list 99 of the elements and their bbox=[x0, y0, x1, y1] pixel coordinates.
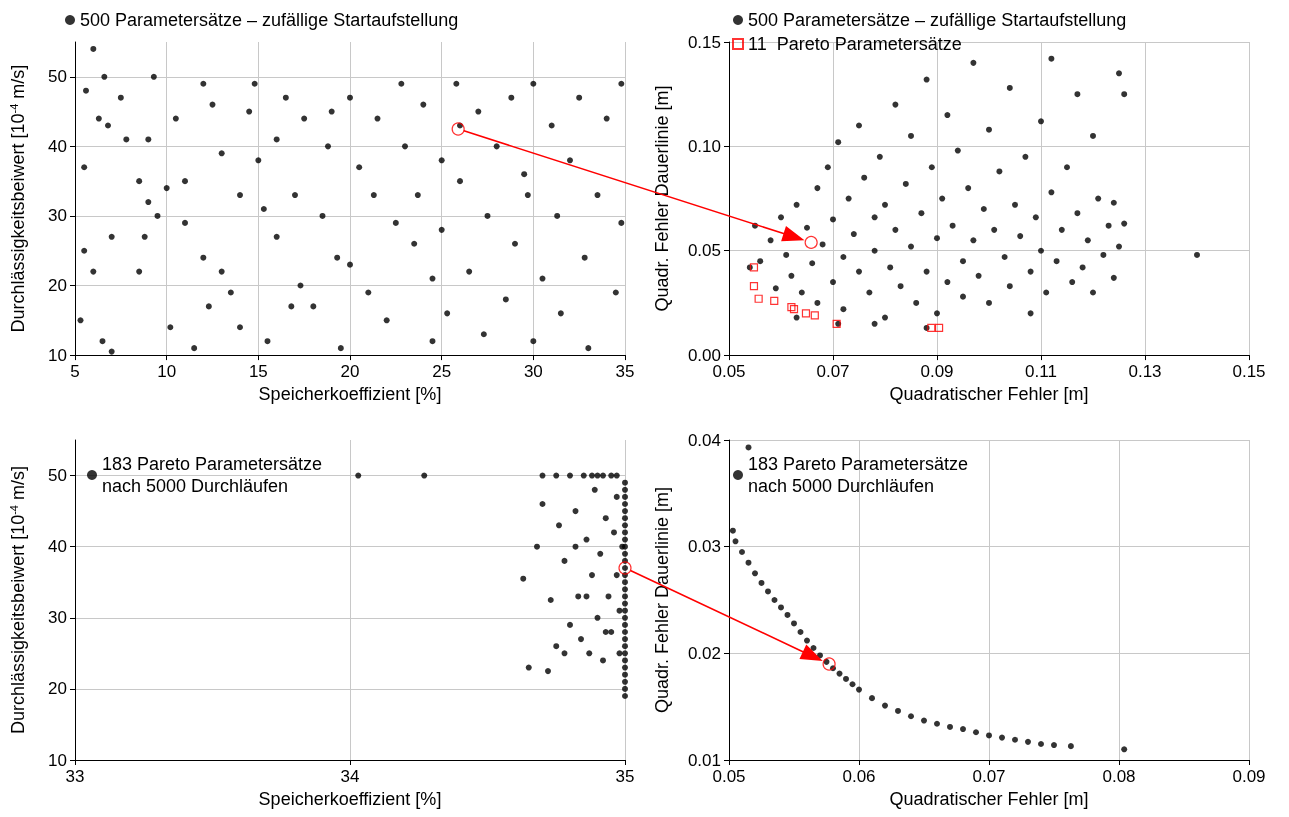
x-tick-label: 0.07 bbox=[816, 362, 850, 382]
y-tick-label: 50 bbox=[48, 67, 67, 87]
point bbox=[973, 729, 979, 736]
point bbox=[784, 611, 791, 618]
point bbox=[999, 734, 1005, 741]
point bbox=[882, 702, 888, 709]
y-tick-label: 40 bbox=[48, 537, 67, 557]
point bbox=[810, 311, 819, 320]
point bbox=[770, 296, 779, 305]
x-axis-title: Quadratischer Fehler [m] bbox=[889, 788, 1089, 809]
y-tick-label: 50 bbox=[48, 466, 67, 486]
x-tick-label: 0.15 bbox=[1232, 362, 1266, 382]
x-axis-title: Speicherkoeffizient [%] bbox=[258, 788, 442, 809]
point bbox=[1012, 736, 1018, 743]
point bbox=[804, 637, 810, 644]
y-tick-label: 40 bbox=[48, 136, 67, 156]
y-tick-label: 0.04 bbox=[687, 430, 721, 450]
legend-label: 11 Pareto Parametersätze bbox=[748, 34, 962, 54]
x-axis-title: Quadratischer Fehler [m] bbox=[889, 384, 1089, 404]
y-tick-label: 30 bbox=[48, 206, 67, 226]
x-tick-label: 34 bbox=[340, 767, 360, 786]
point bbox=[778, 604, 784, 611]
y-tick-label: 10 bbox=[48, 750, 67, 770]
point bbox=[791, 620, 797, 627]
point bbox=[822, 657, 836, 671]
point bbox=[758, 579, 765, 586]
point bbox=[749, 263, 759, 272]
point bbox=[869, 695, 875, 702]
point bbox=[817, 652, 823, 659]
x-tick-label: 0.06 bbox=[842, 767, 876, 786]
x-tick-label: 20 bbox=[340, 362, 360, 382]
point bbox=[960, 726, 966, 733]
x-tick-label: 0.09 bbox=[920, 362, 954, 382]
point bbox=[934, 323, 944, 333]
y-axis-title: Durchlässigkeitsbeiwert [10-4 m/s] bbox=[7, 64, 28, 333]
point bbox=[1025, 738, 1031, 745]
x-tick-label: 0.11 bbox=[1025, 362, 1057, 382]
point bbox=[749, 282, 759, 291]
y-tick-label: 0.02 bbox=[687, 643, 721, 663]
point bbox=[1067, 743, 1074, 750]
y-tick-label: 20 bbox=[48, 679, 67, 699]
x-tick-label: 5 bbox=[70, 362, 80, 382]
point bbox=[787, 302, 796, 312]
point bbox=[908, 713, 914, 720]
x-tick-label: 35 bbox=[615, 767, 635, 786]
point bbox=[986, 732, 992, 739]
y-axis-title: Quadr. Fehler Dauerlinie [m] bbox=[652, 85, 672, 312]
x-tick-label: 33 bbox=[65, 767, 85, 786]
point bbox=[927, 323, 936, 333]
x-tick-label: 30 bbox=[523, 362, 543, 382]
y-tick-label: 0.01 bbox=[687, 750, 721, 770]
point bbox=[849, 681, 856, 688]
y-tick-label: 30 bbox=[48, 608, 67, 628]
point bbox=[947, 723, 953, 730]
point bbox=[752, 570, 758, 577]
y-tick-label: 0.10 bbox=[687, 136, 721, 156]
y-tick-label: 0.00 bbox=[687, 345, 721, 365]
x-tick-label: 0.09 bbox=[1232, 767, 1266, 786]
point bbox=[1051, 742, 1057, 749]
legend-label: 183 Pareto Parametersätze nach 5000 Durchläufen bbox=[102, 454, 323, 496]
x-axis-title: Speicherkoeffizient [%] bbox=[258, 384, 442, 404]
legend-label: 500 Parametersätze – zufällige Startaufstellung bbox=[748, 10, 1127, 30]
x-tick-label: 35 bbox=[615, 362, 635, 382]
point bbox=[804, 235, 818, 249]
point bbox=[771, 597, 778, 603]
legend-label: 183 Pareto Parametersätze nach 5000 Durchläufen bbox=[748, 454, 969, 496]
point bbox=[739, 549, 745, 555]
point bbox=[856, 686, 862, 693]
y-tick-label: 0.15 bbox=[687, 32, 721, 52]
point bbox=[921, 717, 927, 724]
y-tick-label: 0.05 bbox=[687, 241, 721, 261]
point bbox=[843, 675, 849, 682]
y-axis-title: Quadr. Fehler Dauerlinie [m] bbox=[652, 486, 672, 714]
point bbox=[801, 309, 811, 318]
point bbox=[754, 294, 763, 303]
point bbox=[745, 444, 752, 451]
y-tick-label: 20 bbox=[48, 276, 67, 296]
point bbox=[729, 527, 736, 534]
point bbox=[1121, 746, 1128, 753]
x-tick-label: 0.07 bbox=[972, 767, 1006, 786]
y-tick-label: 0.03 bbox=[687, 537, 721, 557]
x-tick-label: 15 bbox=[248, 362, 268, 382]
point bbox=[836, 670, 843, 677]
point bbox=[1038, 741, 1044, 747]
x-tick-label: 0.13 bbox=[1128, 362, 1162, 382]
point bbox=[934, 720, 940, 727]
legend-label: 500 Parametersätze – zufällige Startaufstellung bbox=[80, 10, 459, 30]
point bbox=[789, 305, 799, 314]
x-tick-label: 0.05 bbox=[712, 362, 746, 382]
point bbox=[895, 707, 901, 714]
point bbox=[810, 645, 817, 651]
point bbox=[765, 588, 771, 595]
point bbox=[797, 629, 804, 635]
y-axis-title: Durchlässigkeitsbeiwert [10-4 m/s] bbox=[7, 466, 28, 734]
y-tick-label: 10 bbox=[48, 345, 67, 365]
x-tick-label: 25 bbox=[432, 362, 452, 382]
x-tick-label: 0.08 bbox=[1102, 767, 1136, 786]
x-tick-label: 10 bbox=[157, 362, 177, 382]
x-tick-label: 0.05 bbox=[712, 767, 746, 786]
